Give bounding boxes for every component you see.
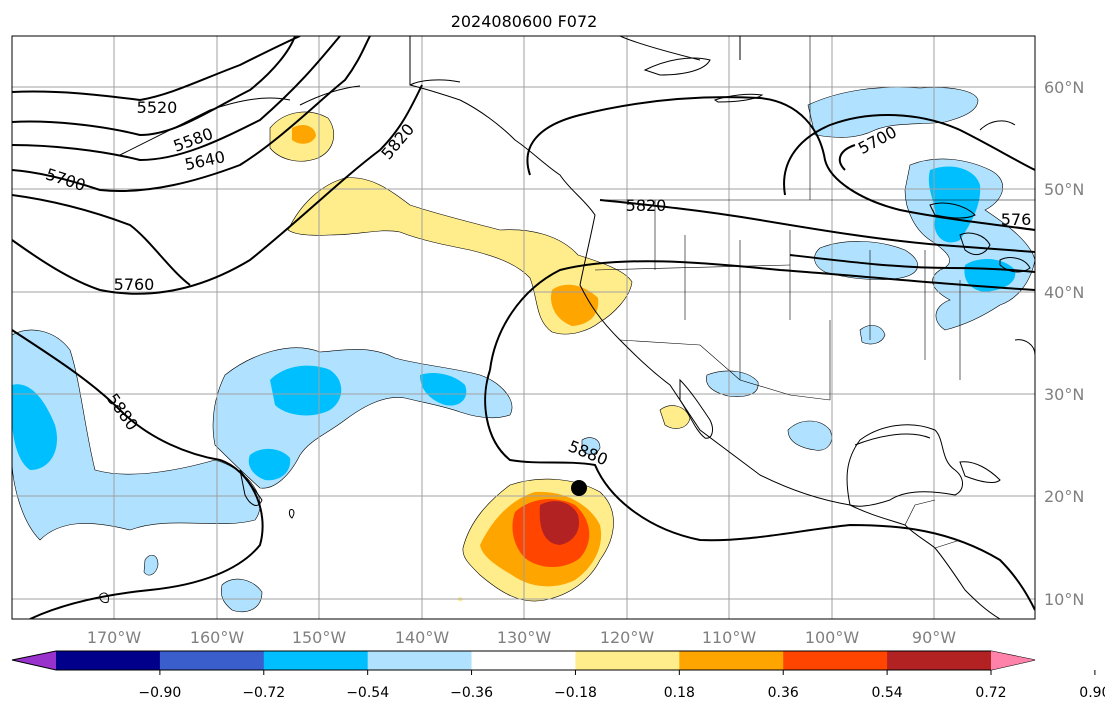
lon-label: 130°W: [497, 628, 552, 647]
contour-label: 576: [1001, 210, 1032, 229]
negative-anomaly-shading: [12, 86, 1035, 613]
lon-label: 90°W: [912, 628, 956, 647]
colorbar-cell: [159, 651, 265, 670]
colorbar-tick-label: 0.18: [664, 685, 695, 701]
lat-label: 60°N: [1044, 78, 1084, 97]
map-border: [11, 35, 1036, 620]
colorbar-cell: [56, 651, 161, 670]
colorbar-tick-label: 0.72: [975, 685, 1006, 701]
lat-label: 10°N: [1044, 590, 1084, 609]
colorbar-cell: [783, 651, 888, 670]
colorbar: −0.90 −0.72 −0.54 −0.36 −0.18 0.18 0.36 0.54 0.7…: [11, 650, 1105, 701]
political-borders: [594, 36, 1035, 549]
colorbar-tick-label: 0.54: [872, 685, 903, 701]
colorbar-tick-label: 0.90: [1079, 685, 1105, 701]
lon-label: 170°W: [87, 628, 142, 647]
lon-label: 150°W: [292, 628, 347, 647]
colorbar-cell: [263, 651, 369, 670]
lat-label: 50°N: [1044, 180, 1084, 199]
colorbar-cell: [575, 651, 680, 670]
colorbar-cell: [887, 651, 992, 670]
height-contours: [12, 36, 1035, 619]
contour-label: 5820: [626, 196, 667, 215]
contour-label: 5760: [114, 275, 155, 294]
contour-label: 5520: [137, 98, 178, 117]
coastlines: [99, 36, 1035, 619]
latitude-labels: 10°N 20°N 30°N 40°N 50°N 60°N: [1044, 78, 1084, 609]
lat-label: 40°N: [1044, 283, 1084, 302]
colorbar-extend-max: [991, 651, 1035, 670]
colorbar-extend-min: [12, 651, 56, 670]
colorbar-tick-label: 0.36: [768, 685, 799, 701]
map-title: 2024080600 F072: [451, 12, 598, 31]
colorbar-tick-label: −0.72: [242, 685, 285, 701]
positive-anomaly-shading: [269, 111, 691, 602]
storm-position-marker: [571, 480, 587, 496]
lon-label: 140°W: [395, 628, 450, 647]
lat-label: 20°N: [1044, 487, 1084, 506]
map-frame: 5520 5580 5640 5700 5760 5820 5880 5820 …: [12, 36, 1035, 619]
lon-label: 100°W: [805, 628, 860, 647]
colorbar-cell: [471, 651, 576, 670]
lat-label: 30°N: [1044, 385, 1084, 404]
colorbar-cell: [679, 651, 784, 670]
colorbar-tick-label: −0.54: [346, 685, 389, 701]
colorbar-tick-label: −0.18: [554, 685, 597, 701]
lon-label: 160°W: [190, 628, 245, 647]
longitude-labels: 170°W 160°W 150°W 140°W 130°W 120°W 110°…: [87, 628, 956, 647]
lon-label: 110°W: [702, 628, 757, 647]
colorbar-tick-label: −0.36: [450, 685, 493, 701]
colorbar-tick-label: −0.90: [138, 685, 181, 701]
colorbar-cell: [367, 651, 473, 670]
lon-label: 120°W: [600, 628, 655, 647]
graticule: [12, 36, 1035, 619]
